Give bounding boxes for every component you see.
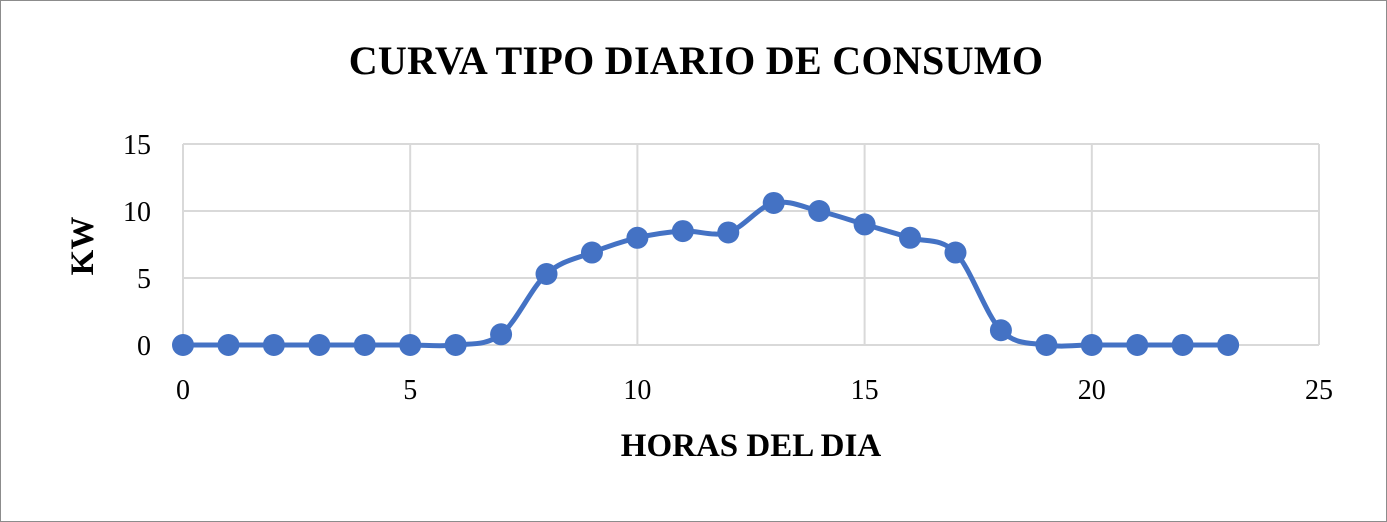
data-point: [1126, 334, 1149, 356]
x-tick-label: 0: [176, 375, 190, 406]
data-point: [1080, 334, 1103, 356]
gridlines: [182, 143, 1320, 346]
series-line: [180, 199, 1231, 349]
data-point: [490, 323, 513, 346]
data-point: [626, 226, 649, 249]
data-point: [308, 334, 331, 356]
x-tick-label: 10: [623, 375, 651, 406]
data-point: [399, 334, 422, 356]
data-point: [1171, 334, 1194, 356]
y-axis-title: KW: [65, 217, 101, 276]
data-point: [989, 319, 1012, 342]
data-point: [580, 241, 603, 264]
data-point: [217, 334, 240, 356]
data-point: [853, 213, 876, 236]
x-tick-label: 15: [851, 375, 879, 406]
y-tick-label: 10: [123, 197, 151, 228]
x-axis-title: HORAS DEL DIA: [621, 428, 882, 464]
x-tick-label: 25: [1305, 375, 1333, 406]
data-point: [444, 334, 467, 356]
data-point: [671, 220, 694, 243]
y-tick-label: 15: [123, 130, 151, 161]
data-point: [353, 334, 376, 356]
y-axis-ticks: 0 5 10 15: [123, 130, 151, 362]
data-point: [1035, 334, 1058, 356]
data-point: [1217, 334, 1240, 356]
y-tick-label: 0: [137, 331, 151, 362]
data-point: [717, 221, 740, 244]
data-point: [535, 262, 558, 285]
x-tick-label: 5: [403, 375, 417, 406]
data-point: [899, 226, 922, 249]
x-axis-ticks: 0 5 10 15 20 25: [176, 375, 1333, 406]
series-layer: [172, 191, 1240, 356]
data-point: [808, 200, 831, 222]
data-point: [262, 334, 285, 356]
y-tick-label: 5: [137, 264, 151, 295]
x-tick-label: 20: [1078, 375, 1106, 406]
data-point: [172, 334, 194, 356]
data-point: [762, 191, 785, 214]
data-point: [944, 241, 967, 264]
chart-title: CURVA TIPO DIARIO DE CONSUMO: [348, 38, 1044, 83]
